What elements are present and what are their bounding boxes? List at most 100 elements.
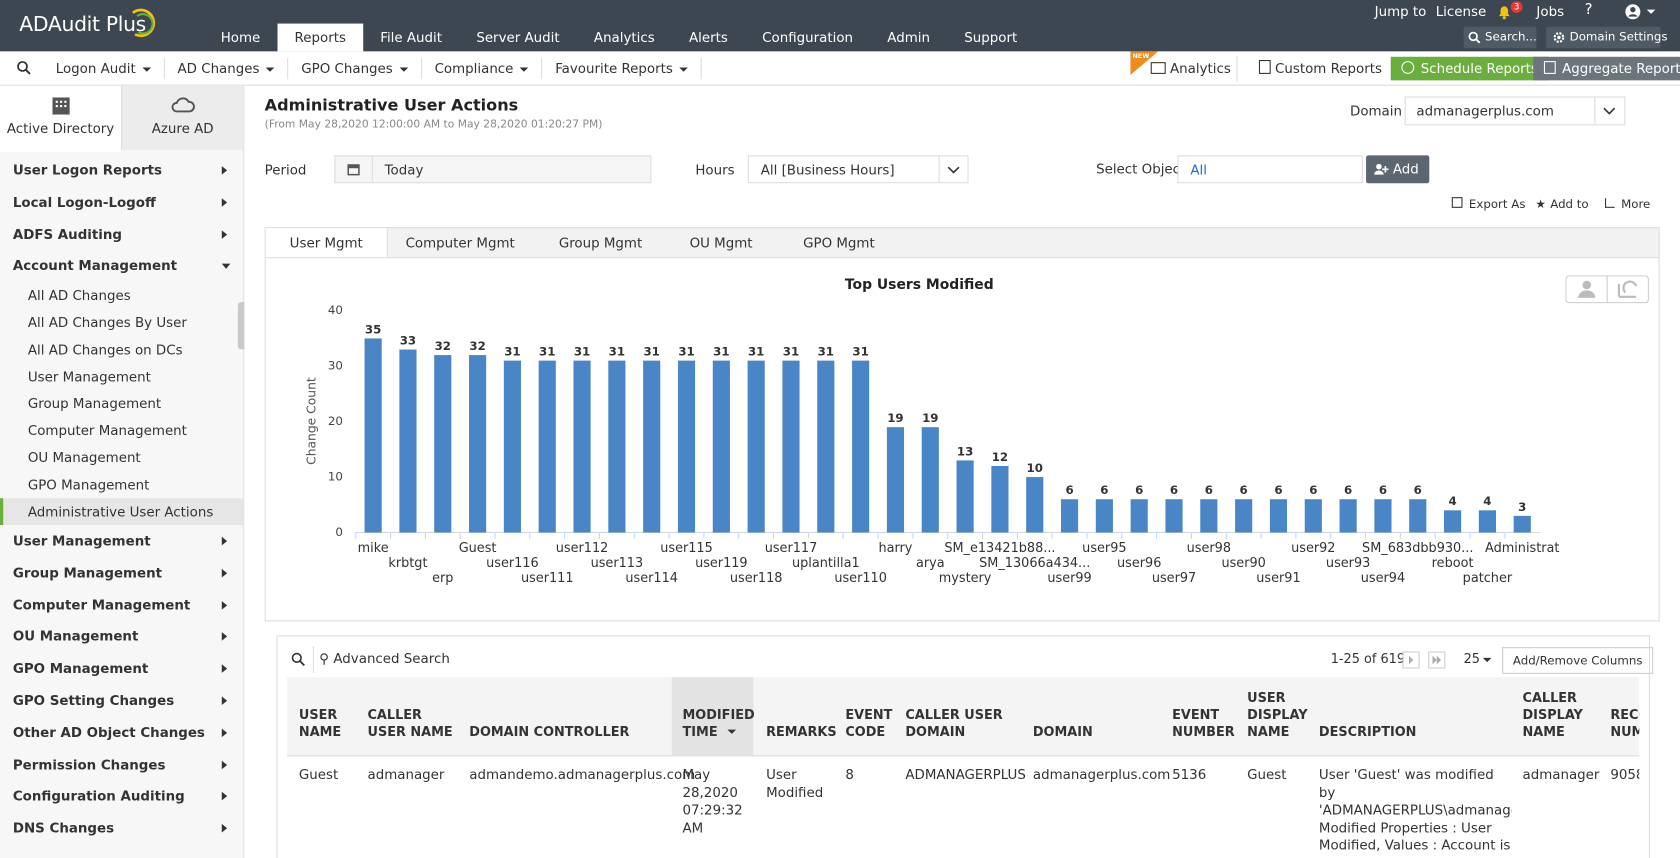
menu-dropdown[interactable]: GPO Changes: [288, 58, 421, 79]
period-label: Period: [265, 162, 307, 178]
sidebar-section[interactable]: User Management: [0, 525, 243, 557]
jump-to[interactable]: Jump to: [1375, 3, 1427, 19]
value-label: 6: [1100, 483, 1108, 497]
sidebar-section[interactable]: Group Management: [0, 557, 243, 589]
add-button[interactable]: Add: [1366, 155, 1429, 183]
hours-select[interactable]: All [Business Hours]: [748, 155, 969, 183]
sidebar-section[interactable]: Account Management: [0, 250, 243, 282]
objects-input[interactable]: All: [1178, 155, 1363, 183]
nav-tab[interactable]: Reports: [277, 24, 363, 52]
bar: [957, 460, 974, 532]
sidebar-item[interactable]: Group Management: [0, 390, 243, 417]
report-tab[interactable]: User Mgmt: [266, 228, 388, 257]
bar: [1444, 510, 1461, 532]
sidebar-item[interactable]: Administrative User Actions: [0, 498, 243, 525]
add-to[interactable]: ★Add to: [1535, 197, 1588, 211]
sidebar-section[interactable]: GPO Management: [0, 653, 243, 685]
jobs-link[interactable]: Jobs: [1536, 3, 1564, 19]
sidebar-section[interactable]: Configuration Auditing: [0, 780, 243, 812]
more[interactable]: More: [1605, 197, 1650, 211]
custom-reports-button[interactable]: Custom Reports: [1248, 57, 1392, 81]
schedule-reports-button[interactable]: Schedule Reports: [1391, 57, 1549, 81]
sidebar-section[interactable]: User Logon Reports: [0, 154, 243, 186]
nav-tab[interactable]: Analytics: [577, 24, 672, 52]
table-search-icon[interactable]: [290, 651, 307, 668]
search-box[interactable]: Search...: [1464, 27, 1537, 48]
analytics-button[interactable]: Analytics: [1140, 57, 1242, 81]
sidebar-section[interactable]: DNS Changes: [0, 812, 243, 844]
caret-right: [222, 166, 227, 175]
bar: [1479, 510, 1496, 532]
sidebar-item[interactable]: GPO Management: [0, 471, 243, 498]
menu-dropdown[interactable]: Logon Audit: [43, 58, 165, 79]
sidebar-item[interactable]: OU Management: [0, 444, 243, 471]
report-tab[interactable]: Group Mgmt: [534, 228, 668, 257]
more-label: More: [1621, 197, 1650, 211]
sidebar-item[interactable]: Computer Management: [0, 417, 243, 444]
bar: [469, 355, 486, 532]
bar: [1026, 477, 1043, 532]
value-label: 6: [1135, 483, 1143, 497]
collapse-handle[interactable]: [238, 302, 244, 349]
menu-dropdown[interactable]: AD Changes: [165, 58, 289, 79]
section-label: Group Management: [13, 564, 162, 580]
aggregate-reports-label: Aggregate Reports: [1562, 60, 1680, 76]
tab-indicator: [0, 148, 121, 150]
sidebar-section[interactable]: Local Logon-Logoff: [0, 186, 243, 218]
value-label: 31: [748, 345, 764, 359]
caret-right: [222, 198, 227, 207]
divider: [313, 646, 314, 673]
section-label: User Logon Reports: [13, 162, 162, 178]
advanced-search[interactable]: ⚲Advanced Search: [319, 650, 450, 666]
user-menu[interactable]: [1624, 3, 1658, 20]
calendar-button[interactable]: [335, 156, 373, 182]
tab-active-directory[interactable]: Active Directory: [0, 86, 121, 152]
caret-right: [222, 569, 227, 578]
nav-tab[interactable]: Configuration: [745, 24, 870, 52]
add-remove-columns[interactable]: Add/Remove Columns: [1502, 647, 1653, 674]
help-link[interactable]: ?: [1585, 1, 1593, 18]
pager-buttons[interactable]: [1403, 651, 1448, 668]
x-tick-label: user110: [834, 571, 887, 586]
period-picker[interactable]: Today: [334, 155, 651, 183]
sidebar-item[interactable]: User Management: [0, 363, 243, 390]
page-size[interactable]: 25: [1464, 651, 1492, 666]
report-tab[interactable]: GPO Mgmt: [775, 228, 904, 257]
bar: [713, 361, 730, 533]
nav-tab[interactable]: Home: [204, 24, 278, 52]
aggregate-reports-button[interactable]: Aggregate Reports: [1533, 57, 1680, 81]
sidebar-item[interactable]: All AD Changes By User: [0, 309, 243, 336]
license-link[interactable]: License: [1436, 3, 1487, 19]
sidebar-section[interactable]: OU Management: [0, 621, 243, 653]
sidebar-section[interactable]: Other AD Object Changes: [0, 717, 243, 749]
nav-tab[interactable]: Admin: [870, 24, 947, 52]
sidebar-item[interactable]: All AD Changes on DCs: [0, 336, 243, 363]
menu-dropdown[interactable]: Favourite Reports: [542, 58, 701, 79]
sidebar-section[interactable]: Permission Changes: [0, 748, 243, 780]
quick-search-icon[interactable]: [16, 60, 32, 76]
tab-azure-ad[interactable]: Azure AD: [121, 86, 243, 150]
caret-right: [222, 728, 227, 737]
value-label: 31: [574, 345, 590, 359]
value-label: 31: [644, 345, 660, 359]
report-tab[interactable]: Computer Mgmt: [387, 228, 534, 257]
report-tab[interactable]: OU Mgmt: [668, 228, 775, 257]
sub-nav: Logon AuditAD ChangesGPO ChangesComplian…: [0, 51, 1680, 85]
domain-select[interactable]: admanagerplus.com: [1405, 96, 1626, 125]
value-label: 31: [783, 345, 799, 359]
x-tick-label: user114: [625, 571, 678, 586]
nav-tab[interactable]: Support: [947, 24, 1034, 52]
chart-title: Top Users Modified: [845, 277, 994, 293]
nav-tab[interactable]: File Audit: [363, 24, 459, 52]
sidebar-section[interactable]: ADFS Auditing: [0, 218, 243, 250]
sidebar-section[interactable]: Computer Management: [0, 589, 243, 621]
domain-settings[interactable]: Domain Settings: [1546, 27, 1661, 48]
nav-tab[interactable]: Server Audit: [459, 24, 577, 52]
export-as[interactable]: Export As: [1452, 197, 1526, 211]
x-tick-label: user111: [521, 571, 574, 586]
nav-tab[interactable]: Alerts: [672, 24, 745, 52]
menu-dropdown[interactable]: Compliance: [422, 58, 543, 79]
section-label: OU Management: [13, 628, 139, 644]
sidebar-section[interactable]: GPO Setting Changes: [0, 685, 243, 717]
sidebar-item[interactable]: All AD Changes: [0, 282, 243, 309]
